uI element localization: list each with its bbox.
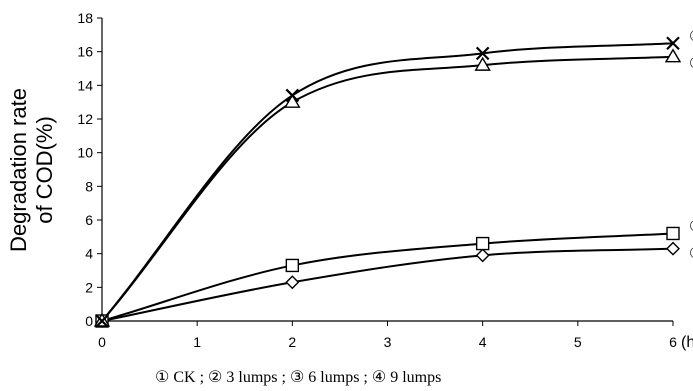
y-tick-label: 4 xyxy=(85,246,93,262)
legend-marker-label: ② xyxy=(208,369,222,386)
legend-marker-label: ③ xyxy=(290,369,304,386)
legend-marker-label: ④ xyxy=(372,369,386,386)
series-end-label: ④ xyxy=(689,28,693,45)
series-markers xyxy=(93,36,682,328)
x-tick-label: 3 xyxy=(384,334,392,350)
y-axis-title-line-1: Degradation rate xyxy=(6,88,31,252)
x-tick-label: 5 xyxy=(574,334,582,350)
series-end-label: ② xyxy=(689,218,693,235)
y-tick-label: 10 xyxy=(77,145,93,161)
square-marker xyxy=(666,226,680,241)
legend-series-name: CK xyxy=(169,369,196,386)
x-tick-label: 1 xyxy=(193,334,201,350)
triangle-marker xyxy=(664,48,682,63)
legend-series-name: 3 lumps xyxy=(222,369,277,386)
legend-text: ① CK ; ② 3 lumps ; ③ 6 lumps ; ④ 9 lumps xyxy=(155,369,441,386)
diamond-marker xyxy=(475,248,490,263)
triangle-marker xyxy=(284,93,301,108)
diamond-marker xyxy=(666,241,680,256)
legend-series-name: 9 lumps xyxy=(386,369,441,386)
diamond-marker xyxy=(285,275,300,290)
series-end-label: ① xyxy=(689,246,693,263)
legend-marker-label: ① xyxy=(155,369,169,386)
square-marker xyxy=(285,258,300,273)
series-line xyxy=(101,55,674,322)
y-tick-label: 2 xyxy=(85,279,93,295)
y-tick-label: 8 xyxy=(85,178,93,194)
x-marker xyxy=(475,46,490,61)
y-tick-label: 0 xyxy=(85,313,93,329)
x-marker xyxy=(666,36,680,51)
series-line xyxy=(101,42,674,322)
legend-separator: ; xyxy=(278,369,290,386)
axes xyxy=(101,18,673,322)
series-line xyxy=(101,247,674,322)
x-axis-unit: (hr) xyxy=(681,334,693,351)
square-marker xyxy=(475,236,490,251)
series-line xyxy=(101,232,674,322)
series-marker-group xyxy=(95,226,680,328)
y-tick-label: 12 xyxy=(77,111,93,127)
legend: ① CK ; ② 3 lumps ; ③ 6 lumps ; ④ 9 lumps xyxy=(155,369,441,386)
x-tick-label: 2 xyxy=(288,334,296,350)
y-tick-label: 16 xyxy=(77,44,93,60)
x-marker xyxy=(95,314,109,328)
y-tick-label: 14 xyxy=(77,77,93,93)
legend-series-name: 6 lumps xyxy=(304,369,359,386)
series-marker-group xyxy=(93,48,682,327)
series-end-label: ③ xyxy=(689,56,693,73)
x-marker xyxy=(285,88,300,103)
series-marker-group xyxy=(95,36,680,328)
legend-separator: ; xyxy=(196,369,208,386)
y-tick-label: 6 xyxy=(85,212,93,228)
series-marker-group xyxy=(95,241,680,328)
y-axis-title: Degradation rate of COD(%) xyxy=(6,88,57,252)
legend-separator: ; xyxy=(359,369,371,386)
x-tick-label: 6 xyxy=(669,334,677,350)
y-axis-title-line-2: of COD(%) xyxy=(32,116,57,224)
y-tick-label: 18 xyxy=(77,10,93,26)
x-axis-ticks: 0 1 2 3 4 5 6 (hr) xyxy=(98,321,693,351)
y-axis-ticks: 0 2 4 6 8 10 12 14 16 18 xyxy=(77,10,102,329)
series-lines xyxy=(101,42,674,322)
x-tick-label: 4 xyxy=(479,334,487,350)
triangle-marker xyxy=(474,56,491,71)
series-end-labels: ① ② ③ ④ xyxy=(689,28,693,262)
x-tick-label: 0 xyxy=(98,334,106,350)
